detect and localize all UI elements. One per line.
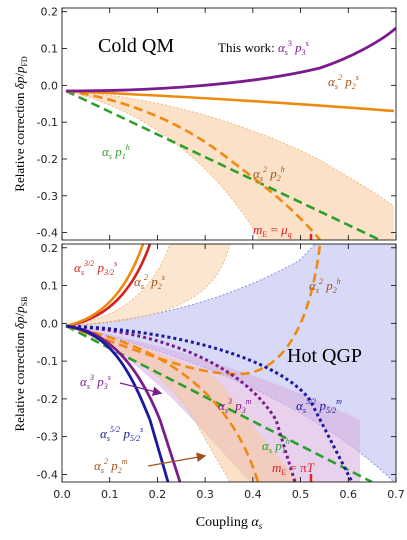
bottom-band-orange-edge: [65, 325, 231, 482]
y-tick-label: 0.2: [41, 242, 59, 255]
y-tick-label: -0.4: [37, 227, 58, 240]
y-tick-label: 0.1: [41, 43, 59, 56]
top-panel-title: Cold QM: [98, 35, 174, 57]
top-label-a2p2h: αs2 p2h: [253, 165, 285, 183]
bottom-arrow-a2p2m: [147, 452, 207, 467]
top-band-upper-edge: [65, 90, 395, 207]
bottom-panel: 0.20.10.0-0.1-0.2-0.3-0.4 0.0 0.1 0.2 0.3 0.…: [12, 242, 405, 531]
top-panel: 0.2 0.1 0.0 -0.1 -0.2 -0.3 -0.4 Cold QM This w…: [12, 6, 397, 241]
bottom-line-a52p52s: [65, 324, 170, 482]
top-label-mE: mE = μq: [253, 222, 292, 239]
x-axis-label: Coupling αs: [196, 515, 263, 531]
top-line-a2p2h: [65, 89, 321, 240]
bottom-label-a52p52s: αs5/2 p5/2s: [100, 425, 143, 443]
y-tick-label: 0.2: [41, 6, 59, 19]
bottom-panel-title: Hot QGP: [287, 345, 362, 367]
bottom-x-ticks: 0.0 0.1 0.2 0.3 0.4 0.5 0.6 0.7: [53, 244, 405, 501]
bottom-arrow-a3p3s: [119, 382, 163, 396]
x-tick-label: 0.4: [244, 488, 262, 501]
x-tick-label: 0.0: [53, 488, 71, 501]
top-x-ticks: [61, 8, 397, 240]
bottom-line-a2p2s: [65, 244, 145, 328]
y-tick-label: -0.3: [37, 190, 58, 203]
top-band-lower-edge: [65, 90, 261, 240]
x-tick-label: 0.3: [196, 488, 214, 501]
y-tick-label: 0.1: [41, 280, 59, 293]
top-line-a2p2s: [65, 89, 395, 113]
x-tick-label: 0.7: [387, 488, 405, 501]
top-label-a2p2s: αs2 p2s: [328, 73, 359, 91]
bottom-y-axis-label: Relative correction δp/pSB: [12, 297, 29, 432]
bottom-label-a2p2h: αs2 p2h: [309, 277, 341, 295]
bottom-label-a32p32s: αs3/2 p3/2s: [74, 259, 117, 277]
bottom-line-a52p52m: [65, 324, 354, 482]
bottom-line-a3p3m: [65, 324, 297, 482]
top-label-this-work: This work: αs3 p3s: [218, 39, 309, 57]
top-line-a3p3s: [65, 26, 396, 93]
top-band-a2p2h: [66, 91, 394, 240]
top-y-axis-label: Relative correction δp/pFD: [12, 56, 29, 192]
y-tick-label: -0.1: [37, 116, 58, 129]
bottom-label-mE: mE = πT: [272, 460, 315, 477]
bottom-label-a1p1h: αs p1h: [262, 437, 290, 455]
bottom-band-a52p52m: [66, 244, 396, 482]
y-tick-label: -0.3: [37, 431, 58, 444]
y-tick-label: -0.2: [37, 393, 58, 406]
bottom-y-ticks: 0.2 0.1 0.0 -0.1 -0.2 -0.3 -0.4: [37, 242, 396, 481]
bottom-label-a2p2m: αs2 p2m: [94, 457, 128, 475]
y-tick-label: 0.0: [41, 317, 59, 330]
y-tick-label: 0.0: [41, 79, 59, 92]
x-tick-label: 0.5: [292, 488, 310, 501]
x-tick-label: 0.6: [340, 488, 358, 501]
top-frame: [61, 7, 397, 241]
x-tick-label: 0.2: [149, 488, 167, 501]
y-tick-label: -0.1: [37, 355, 58, 368]
top-y-ticks: 0.2 0.1 0.0 -0.1 -0.2 -0.3 -0.4: [37, 6, 396, 240]
bottom-plot-area: [65, 244, 396, 482]
x-tick-label: 0.1: [101, 488, 119, 501]
bottom-label-a3p3s: αs3 p3s: [80, 373, 111, 391]
top-plot-area: [65, 26, 396, 240]
bottom-frame: [61, 243, 397, 483]
y-tick-label: -0.4: [37, 468, 58, 481]
top-line-a1p1h: [65, 89, 381, 240]
y-tick-label: -0.2: [37, 153, 58, 166]
bottom-line-a2p2m: [65, 324, 260, 482]
top-label-a1p1h: αs p1h: [102, 143, 130, 161]
